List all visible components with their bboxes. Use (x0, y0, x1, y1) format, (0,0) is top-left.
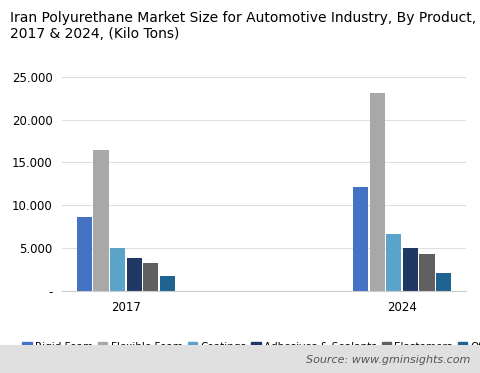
Bar (436, 273, 451, 291)
Text: Source: www.gminsights.com: Source: www.gminsights.com (306, 355, 470, 366)
Bar (77, 217, 92, 291)
Bar (420, 254, 434, 291)
Bar (370, 93, 385, 291)
Bar (386, 234, 401, 291)
Text: Iran Polyurethane Market Size for Automotive Industry, By Product,
2017 & 2024, : Iran Polyurethane Market Size for Automo… (10, 11, 476, 41)
Legend: Rigid Foam, Flexible Foam, Coatings, Adhesives & Sealants, Elastomers, Others: Rigid Foam, Flexible Foam, Coatings, Adh… (18, 338, 480, 356)
Bar (403, 248, 418, 291)
Bar (143, 263, 158, 291)
Bar (110, 248, 125, 291)
Bar (353, 187, 368, 291)
Bar (127, 257, 142, 291)
Bar (94, 150, 108, 291)
Bar (160, 276, 175, 291)
